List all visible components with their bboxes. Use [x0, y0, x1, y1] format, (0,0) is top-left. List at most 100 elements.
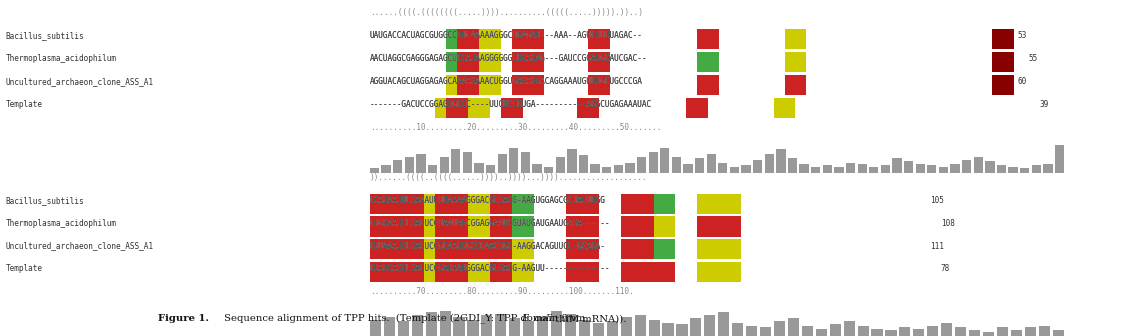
- Text: UAUGACCACUAGCGUGGCCUUCAAAAAGGGCUGAGAU---AAA--AGUCUUUUAGAC--: UAUGACCACUAGCGUGGCCUUCAAAAAGGGCUGAGAU---…: [370, 31, 642, 40]
- Bar: [927, 166, 936, 173]
- Text: Sequence alignment of TPP hits.  (Template (2GDI_Y: TPP domain from: Sequence alignment of TPP hits. (Templat…: [222, 313, 589, 323]
- Bar: [899, 327, 910, 336]
- Bar: [774, 97, 795, 118]
- Bar: [1009, 167, 1018, 173]
- Bar: [435, 239, 468, 259]
- Bar: [625, 163, 634, 173]
- Bar: [412, 315, 423, 336]
- Text: ......((((.((((((((.....))))..........(((((.....))))).))..): ......((((.((((((((.....))))..........((…: [370, 8, 642, 17]
- Text: E. coli: E. coli: [521, 314, 553, 323]
- Text: Figure 1.: Figure 1.: [158, 314, 209, 323]
- Bar: [435, 216, 468, 237]
- Bar: [844, 321, 855, 336]
- Text: Uncultured_archaeon_clone_ASS_A1: Uncultured_archaeon_clone_ASS_A1: [6, 242, 154, 251]
- Bar: [457, 52, 478, 72]
- Bar: [969, 330, 981, 336]
- Bar: [661, 148, 670, 173]
- Text: UAUGACCACUAGCGUGGCCUUCAAAAAGGGCUGAGAU---AAA--AGUCUUUUAGAC--: UAUGACCACUAGCGUGGCCUUCAAAAAGGGCUGAGAU---…: [370, 31, 642, 40]
- Bar: [815, 329, 827, 336]
- Bar: [463, 152, 472, 173]
- Bar: [881, 166, 890, 173]
- Bar: [802, 326, 813, 336]
- Bar: [785, 52, 806, 72]
- Bar: [435, 97, 447, 118]
- Bar: [567, 216, 599, 237]
- Text: AGGUACAGCUAGGAGAGCAAAAGAAACUGGUGAGAGGACAGGAAAUGUUUGCUGCCCGA: AGGUACAGCUAGGAGAGCAAAAGAAACUGGUGAGAGGACA…: [370, 77, 642, 86]
- Bar: [614, 166, 623, 173]
- Bar: [939, 167, 948, 173]
- Bar: [480, 75, 501, 95]
- Bar: [424, 239, 435, 259]
- Bar: [501, 97, 523, 118]
- Text: -------GACUCCGGAGUGCCC----UUCUGCGUGA-----------AGGCUGAGAAAUAC: -------GACUCCGGAGUGCCC----UUCUGCGUGA----…: [370, 100, 651, 109]
- Bar: [424, 194, 435, 214]
- Bar: [872, 329, 882, 336]
- Bar: [621, 317, 632, 336]
- Text: UAUGACCACUAGCGUGGCCUUCAAAAAGGGCUGAGAU---AAA--AGUCUUUUAGAC--: UAUGACCACUAGCGUGGCCUUCAAAAAGGGCUGAGAU---…: [370, 31, 642, 40]
- Bar: [690, 318, 701, 336]
- Bar: [440, 311, 450, 336]
- Bar: [869, 167, 879, 173]
- Bar: [683, 164, 692, 173]
- Bar: [468, 239, 490, 259]
- Bar: [579, 155, 588, 173]
- Bar: [857, 164, 866, 173]
- Text: ))......((((..((((......))))..))))...))))...................: ))......((((..((((......))))..))))...)))…: [370, 173, 647, 182]
- Bar: [511, 52, 523, 72]
- Bar: [1055, 145, 1064, 173]
- Bar: [394, 160, 403, 173]
- Bar: [370, 168, 379, 173]
- Bar: [707, 154, 716, 173]
- Bar: [490, 216, 511, 237]
- Bar: [992, 29, 1013, 49]
- Text: ..........70.........80.........90.........100.......110.: ..........70.........80.........90......…: [370, 287, 633, 296]
- Bar: [588, 52, 610, 72]
- Bar: [857, 326, 869, 336]
- Bar: [370, 194, 424, 214]
- Bar: [800, 164, 809, 173]
- Text: -------GACUCCGGAGUGCCC----UUCUGCGUGA-----------AGGCUGAGAAAUAC: -------GACUCCGGAGUGCCC----UUCUGCGUGA----…: [370, 100, 651, 109]
- Bar: [457, 29, 478, 49]
- Bar: [405, 157, 414, 173]
- Bar: [941, 323, 952, 336]
- Bar: [697, 29, 719, 49]
- Bar: [490, 262, 511, 282]
- Bar: [511, 239, 534, 259]
- Text: GUAUCAGCUGAUUCGGAUAAUGGGACGUGAGG-AAGUU--------------: GUAUCAGCUGAUUCGGAUAAUGGGACGUGAGG-AAGUU--…: [370, 264, 611, 274]
- Text: thiM mRNA)).: thiM mRNA)).: [552, 314, 627, 323]
- Bar: [424, 262, 435, 282]
- Text: AGGUACAGCUAGGAGAGCAAAAGAAACUGGUGAGAGGACAGGAAAUGUUUGCUGCCCGA: AGGUACAGCUAGGAGAGCAAAAGAAACUGGUGAGAGGACA…: [370, 77, 642, 86]
- Bar: [524, 321, 534, 336]
- Bar: [568, 149, 577, 173]
- Bar: [425, 312, 437, 336]
- Text: Template: Template: [6, 100, 43, 109]
- Bar: [776, 149, 786, 173]
- Bar: [774, 321, 785, 336]
- Bar: [697, 216, 741, 237]
- Bar: [992, 52, 1013, 72]
- Bar: [1031, 166, 1041, 173]
- Bar: [520, 152, 530, 173]
- Bar: [621, 216, 654, 237]
- Bar: [621, 262, 654, 282]
- Bar: [523, 52, 544, 72]
- Bar: [533, 164, 542, 173]
- Bar: [370, 216, 424, 237]
- Bar: [468, 216, 490, 237]
- Bar: [846, 163, 855, 173]
- Text: 53: 53: [1017, 31, 1027, 40]
- Bar: [457, 75, 478, 95]
- Bar: [705, 315, 716, 336]
- Bar: [467, 320, 478, 336]
- Bar: [830, 324, 840, 336]
- Bar: [985, 161, 994, 173]
- Text: Template: Template: [6, 264, 43, 274]
- Text: UCAUAAUUUGAAAUUUUAAAAGGGACGUGAGG-AAGUGGAGCGGUAUUUGG: UCAUAAUUUGAAAUUUUAAAAGGGACGUGAGG-AAGUGGA…: [370, 196, 606, 205]
- Text: GUAUCAGCUGAUUCGGAUAAUGGGACGUGAGG-AAGUU--------------: GUAUCAGCUGAUUCGGAUAAUGGGACGUGAGG-AAGUU--…: [370, 264, 611, 274]
- Bar: [974, 157, 983, 173]
- Bar: [788, 158, 797, 173]
- Bar: [567, 262, 599, 282]
- Bar: [523, 75, 544, 95]
- Bar: [676, 324, 688, 336]
- Bar: [697, 262, 741, 282]
